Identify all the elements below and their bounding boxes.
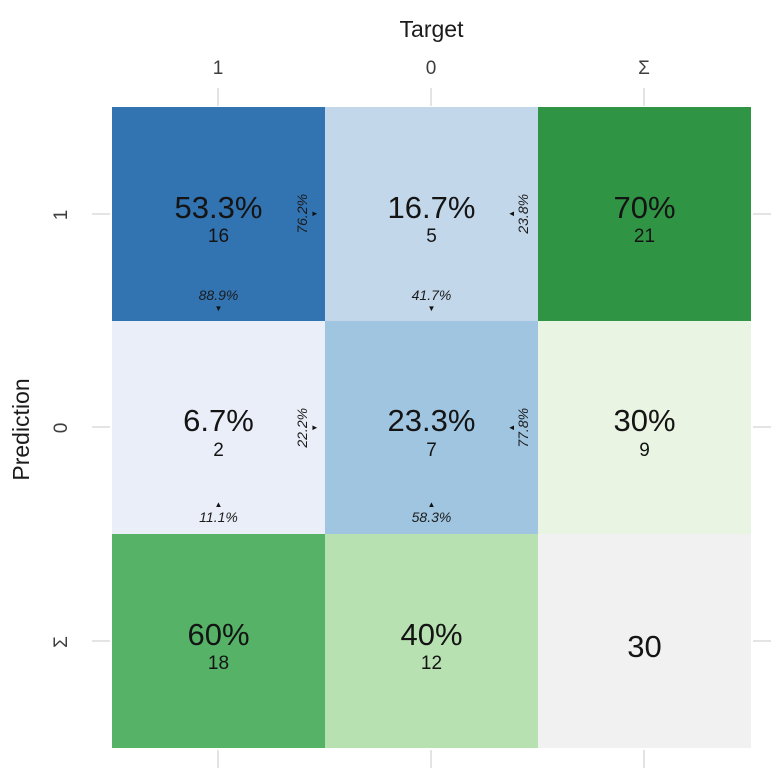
arrow-up-icon: ▲: [214, 500, 223, 510]
confusion-matrix-grid: 53.3% 16 88.9% ▼ 76.2% ▼ 16.7% 5 41.7% ▼…: [112, 107, 751, 748]
row-percentage-label: 22.2% ▼: [289, 321, 325, 534]
column-percentage-text: 58.3%: [411, 508, 452, 525]
cell-main-values: 70% 21: [538, 107, 751, 321]
cell-percentage: 16.7%: [387, 189, 476, 225]
column-percentage-text: 11.1%: [199, 508, 238, 525]
cell-main-values: 30: [538, 534, 751, 748]
tick-mark-bottom-2: [430, 750, 432, 768]
tick-mark-top-3: [643, 88, 645, 106]
cell-main-values: 16.7% 5: [325, 107, 538, 321]
cell-count: 12: [420, 653, 443, 675]
cell-pred-1-sum: 70% 21: [538, 107, 751, 321]
cell-total-count: 30: [627, 629, 662, 665]
tick-mark-right-1: [753, 213, 771, 215]
tick-mark-left-1: [92, 213, 110, 215]
row-percentage-text: 23.8%: [515, 194, 532, 234]
row-percentage-text: 76.2%: [294, 194, 311, 234]
arrow-down-icon: ▼: [427, 303, 436, 313]
tick-mark-right-3: [753, 640, 771, 642]
cell-sum-target-0: 40% 12: [325, 534, 538, 748]
cell-count: 5: [426, 226, 437, 248]
column-percentage-text: 41.7%: [411, 287, 452, 304]
arrow-down-icon: ▼: [214, 303, 223, 313]
cell-percentage: 60%: [187, 616, 250, 652]
cell-sum-sum: 30: [538, 534, 751, 748]
y-tick-label-1: 1: [51, 209, 72, 221]
cell-main-values: 53.3% 16: [112, 107, 325, 321]
arrow-right-icon: ▼: [310, 210, 320, 218]
cell-count: 7: [426, 439, 437, 461]
cell-percentage: 70%: [613, 189, 676, 225]
cell-count: 21: [633, 226, 656, 248]
cell-pred-0-target-0: 23.3% 7 ▲ 58.3% ▲ 77.8%: [325, 321, 538, 534]
cell-main-values: 6.7% 2: [112, 321, 325, 534]
cell-main-values: 30% 9: [538, 321, 751, 534]
y-tick-label-sum: Σ: [51, 636, 72, 648]
column-percentage-label: ▲ 58.3%: [325, 501, 538, 525]
row-percentage-label: ▲ 23.8%: [502, 107, 538, 321]
column-percentage-label: 41.7% ▼: [325, 287, 538, 313]
column-percentage-text: 88.9%: [198, 287, 239, 304]
cell-percentage: 53.3%: [174, 189, 263, 225]
cell-main-values: 40% 12: [325, 534, 538, 748]
row-percentage-text: 77.8%: [515, 407, 532, 448]
cell-count: 2: [213, 439, 224, 461]
tick-mark-top-2: [430, 88, 432, 106]
cell-percentage: 30%: [613, 403, 676, 439]
column-percentage-label: 88.9% ▼: [112, 287, 325, 313]
cell-sum-target-1: 60% 18: [112, 534, 325, 748]
cell-percentage: 23.3%: [387, 403, 476, 439]
tick-mark-left-3: [92, 640, 110, 642]
row-percentage-text: 22.2%: [294, 407, 311, 448]
x-axis-title: Target: [399, 16, 464, 42]
cell-main-values: 23.3% 7: [325, 321, 538, 534]
y-axis-title: Prediction: [8, 378, 34, 481]
x-tick-label-sum: Σ: [638, 58, 650, 79]
cell-pred-0-sum: 30% 9: [538, 321, 751, 534]
tick-mark-right-2: [753, 426, 771, 428]
cell-pred-0-target-1: 6.7% 2 ▲ 11.1% 22.2% ▼: [112, 321, 325, 534]
x-tick-label-1: 1: [212, 58, 224, 79]
row-percentage-label: ▲ 77.8%: [502, 321, 538, 534]
cell-main-values: 60% 18: [112, 534, 325, 748]
cell-percentage: 6.7%: [183, 403, 254, 439]
column-percentage-label: ▲ 11.1%: [112, 501, 325, 525]
cell-pred-1-target-1: 53.3% 16 88.9% ▼ 76.2% ▼: [112, 107, 325, 321]
tick-mark-bottom-3: [643, 750, 645, 768]
arrow-up-icon: ▲: [427, 500, 436, 510]
cell-count: 18: [207, 653, 230, 675]
cell-percentage: 40%: [400, 616, 463, 652]
y-tick-label-0: 0: [51, 422, 72, 434]
tick-mark-left-2: [92, 426, 110, 428]
cell-count: 9: [639, 439, 650, 461]
tick-mark-bottom-1: [217, 750, 219, 768]
row-percentage-label: 76.2% ▼: [289, 107, 325, 321]
cell-count: 16: [207, 226, 230, 248]
arrow-right-icon: ▼: [310, 423, 320, 432]
x-tick-label-0: 0: [425, 58, 437, 79]
cell-pred-1-target-0: 16.7% 5 41.7% ▼ ▲ 23.8%: [325, 107, 538, 321]
tick-mark-top-1: [217, 88, 219, 106]
